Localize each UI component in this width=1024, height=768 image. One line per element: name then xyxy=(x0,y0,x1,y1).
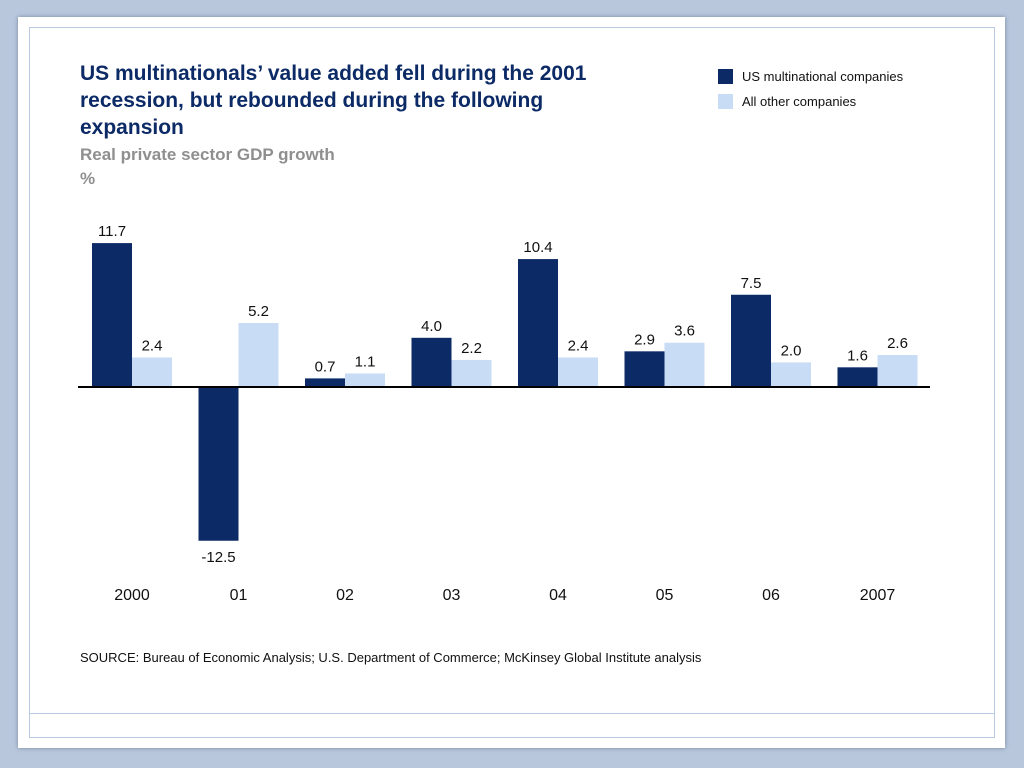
legend-label-us-multinationals: US multinational companies xyxy=(742,69,904,84)
category-label-06: 06 xyxy=(762,587,780,604)
slide-frame xyxy=(29,27,995,738)
chart-legend: US multinational companies All other com… xyxy=(718,64,903,114)
data-label-us-06: 7.5 xyxy=(741,275,762,292)
category-label-05: 05 xyxy=(656,587,674,604)
data-label-us-2007: 1.6 xyxy=(847,347,868,364)
category-label-2000: 2000 xyxy=(114,587,150,604)
bar-other-2000 xyxy=(132,357,172,387)
data-label-us-04: 10.4 xyxy=(523,239,552,256)
category-label-02: 02 xyxy=(336,587,354,604)
chart-title: US multinationals’ value added fell duri… xyxy=(80,62,587,139)
bar-other-2007 xyxy=(877,355,918,387)
bar-other-01 xyxy=(238,323,279,387)
bar-us-06 xyxy=(731,294,771,387)
category-label-2007: 2007 xyxy=(860,587,896,604)
bar-us-02 xyxy=(305,378,345,387)
legend-item-all-other: All other companies xyxy=(718,89,903,114)
bar-us-04 xyxy=(518,259,558,387)
bar-other-03 xyxy=(451,359,492,387)
data-label-other-02: 1.1 xyxy=(355,353,376,370)
data-label-other-01: 5.2 xyxy=(248,303,269,320)
data-label-us-01: -12.5 xyxy=(201,549,235,566)
data-label-us-02: 0.7 xyxy=(315,358,336,375)
data-label-other-2007: 2.6 xyxy=(887,335,908,352)
data-label-other-06: 2.0 xyxy=(781,342,802,359)
data-label-other-04: 2.4 xyxy=(568,337,589,354)
legend-swatch-us-multinationals xyxy=(718,69,733,84)
data-label-us-2000: 11.7 xyxy=(98,223,126,240)
legend-label-all-other: All other companies xyxy=(742,94,857,109)
category-label-03: 03 xyxy=(443,587,461,604)
bar-us-03 xyxy=(411,337,452,387)
data-label-us-03: 4.0 xyxy=(421,318,442,335)
data-label-other-2000: 2.4 xyxy=(142,337,163,354)
data-label-other-05: 3.6 xyxy=(674,323,695,340)
bar-us-05 xyxy=(624,351,665,387)
category-label-04: 04 xyxy=(549,587,567,604)
chart-unit: % xyxy=(80,169,96,188)
source-note: SOURCE: Bureau of Economic Analysis; U.S… xyxy=(80,650,702,665)
bar-us-01 xyxy=(198,387,239,541)
bar-us-2007 xyxy=(837,367,878,387)
data-label-us-05: 2.9 xyxy=(634,331,655,348)
legend-item-us-multinationals: US multinational companies xyxy=(718,64,903,89)
bar-other-04 xyxy=(558,357,598,387)
chart-subtitle: Real private sector GDP growth xyxy=(80,145,335,164)
data-label-other-03: 2.2 xyxy=(461,340,482,357)
bar-us-2000 xyxy=(92,243,132,387)
bar-other-06 xyxy=(771,362,811,387)
footer-divider xyxy=(29,713,995,714)
bar-other-02 xyxy=(345,373,385,387)
category-label-01: 01 xyxy=(230,587,248,604)
legend-swatch-all-other xyxy=(718,94,733,109)
bar-other-05 xyxy=(664,342,705,387)
